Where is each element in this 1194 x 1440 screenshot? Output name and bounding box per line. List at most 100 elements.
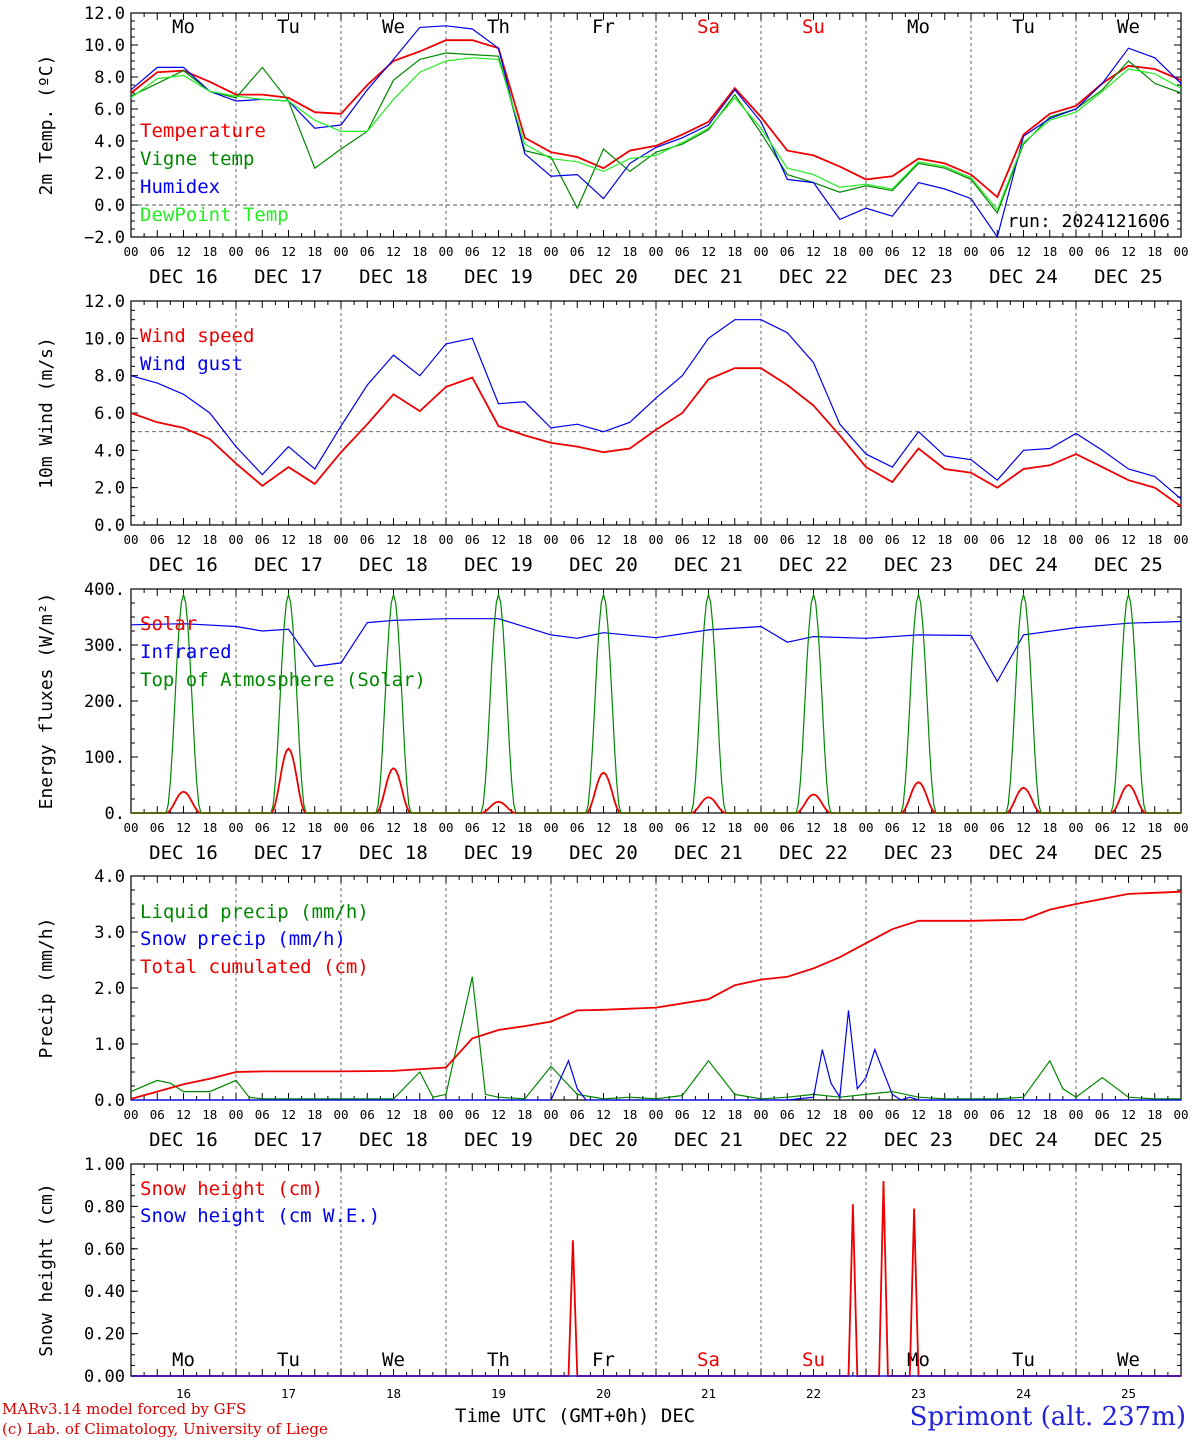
y-tick-label: 1.0	[94, 1035, 125, 1055]
hour-tick-label: 12	[491, 1107, 506, 1122]
y-tick-label: 4.0	[94, 867, 125, 887]
hour-tick-label: 06	[885, 244, 900, 259]
hour-tick-label: 12	[176, 1107, 191, 1122]
hour-tick-label: 00	[543, 1107, 558, 1122]
hour-tick-label: 18	[1147, 1107, 1162, 1122]
hour-tick-label: 00	[858, 532, 873, 547]
y-axis-label: 2m Temp. (ºC)	[36, 55, 57, 196]
panel-energy: 400. 300. 200. 100. 0. Energy fluxes (W/m²) 00…	[36, 580, 1189, 864]
hour-tick-label: 06	[990, 244, 1005, 259]
hour-tick-label: 12	[911, 244, 926, 259]
lab-credit: (c) Lab. of Climatology, University of L…	[2, 1420, 328, 1438]
hour-tick-label: 06	[675, 532, 690, 547]
hour-tick-label: 06	[885, 1107, 900, 1122]
run-label: run: 2024121606	[1007, 211, 1170, 232]
date-label: DEC 22	[779, 266, 848, 288]
hour-tick-label: 00	[123, 532, 138, 547]
date-label: DEC 17	[254, 842, 323, 864]
hour-tick-label: 00	[333, 244, 348, 259]
hour-tick-label: 12	[701, 820, 716, 835]
hour-tick-label: 12	[1121, 244, 1136, 259]
hour-tick-label: 00	[1173, 1107, 1188, 1122]
hour-tick-label: 18	[1042, 1107, 1057, 1122]
hour-tick-label: 18	[937, 1107, 952, 1122]
day-number: 22	[806, 1386, 821, 1401]
hour-tick-label: 00	[963, 532, 978, 547]
hour-tick-label: 06	[360, 244, 375, 259]
hour-tick-label: 18	[517, 820, 532, 835]
hour-tick-label: 00	[963, 820, 978, 835]
series-line-total-cumulated-cm-	[130, 890, 1182, 1100]
hour-tick-label: 12	[911, 1107, 926, 1122]
hour-tick-label: 18	[937, 820, 952, 835]
hour-tick-label: 18	[622, 244, 637, 259]
hour-tick-label: 12	[701, 1107, 716, 1122]
month-label: DEC	[660, 1405, 696, 1427]
hour-tick-label: 18	[832, 244, 847, 259]
hour-tick-label: 18	[727, 244, 742, 259]
hour-tick-label: 00	[333, 820, 348, 835]
date-label: DEC 21	[674, 842, 743, 864]
y-tick-label: 100.	[84, 748, 125, 768]
hour-tick-label: 00	[438, 820, 453, 835]
hour-tick-label: 18	[622, 532, 637, 547]
series-line-liquid-precip-mm-h-	[130, 976, 1181, 1100]
day-abbr: Th	[487, 16, 510, 38]
date-label: DEC 18	[359, 1129, 428, 1151]
time-axis-text: Time UTC (GMT+0h)	[455, 1405, 650, 1427]
hour-tick-label: 12	[596, 244, 611, 259]
hour-tick-label: 12	[491, 532, 506, 547]
y-tick-label: 2.0	[94, 164, 125, 184]
day-abbr: Sa	[697, 1349, 720, 1371]
hour-tick-label: 00	[333, 1107, 348, 1122]
legend-entry: Snow height (cm)	[140, 1178, 323, 1200]
date-label: DEC 18	[359, 554, 428, 576]
date-label: DEC 20	[569, 842, 638, 864]
legend-entry: Solar	[140, 613, 197, 635]
day-abbr: Tu	[1012, 16, 1035, 38]
date-label: DEC 24	[989, 842, 1058, 864]
hour-tick-label: 06	[1095, 820, 1110, 835]
hour-tick-label: 18	[412, 244, 427, 259]
hour-tick-label: 12	[806, 820, 821, 835]
hour-tick-label: 18	[517, 532, 532, 547]
date-label: DEC 25	[1094, 266, 1163, 288]
hour-tick-label: 06	[885, 820, 900, 835]
model-credit: MARv3.14 model forced by GFS	[2, 1400, 247, 1418]
hour-tick-label: 12	[1121, 820, 1136, 835]
hour-tick-label: 00	[123, 1107, 138, 1122]
series-line-infrared	[130, 618, 1182, 683]
hour-tick-label: 00	[543, 532, 558, 547]
hour-tick-label: 12	[386, 820, 401, 835]
day-number: 21	[701, 1386, 716, 1401]
date-label: DEC 20	[569, 266, 638, 288]
hour-tick-label: 12	[281, 244, 296, 259]
y-tick-label: 10.0	[84, 329, 125, 349]
hour-tick-label: 00	[753, 820, 768, 835]
hour-tick-label: 18	[307, 820, 322, 835]
day-abbr: Tu	[1012, 1349, 1035, 1371]
hour-tick-label: 00	[1173, 244, 1188, 259]
hour-tick-label: 12	[806, 244, 821, 259]
y-tick-label: 6.0	[94, 404, 125, 424]
hour-tick-label: 18	[412, 1107, 427, 1122]
legend-entry: Temperature	[140, 120, 266, 142]
hour-tick-label: 18	[1147, 244, 1162, 259]
date-label: DEC 23	[884, 554, 953, 576]
hour-tick-label: 06	[150, 532, 165, 547]
hour-tick-label: 00	[1068, 532, 1083, 547]
series-line-humidex	[130, 25, 1182, 239]
hour-tick-label: 12	[911, 532, 926, 547]
date-label: DEC 20	[569, 554, 638, 576]
day-abbr: Mo	[172, 16, 195, 38]
hour-tick-label: 06	[465, 820, 480, 835]
hour-tick-label: 18	[1147, 820, 1162, 835]
hour-tick-label: 18	[517, 1107, 532, 1122]
hour-tick-label: 06	[465, 532, 480, 547]
hour-tick-label: 00	[543, 244, 558, 259]
hour-tick-label: 18	[1042, 820, 1057, 835]
date-label: DEC 23	[884, 266, 953, 288]
date-label: DEC 16	[149, 554, 218, 576]
hour-tick-label: 06	[780, 532, 795, 547]
